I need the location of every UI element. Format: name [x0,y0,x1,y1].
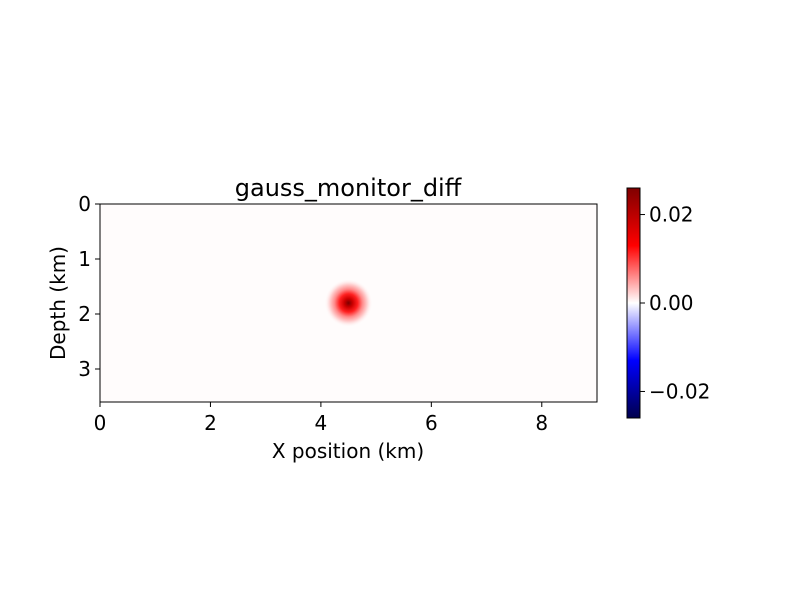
y-tick-label: 3 [78,357,91,381]
colorbar-tick-label: 0.00 [649,291,694,315]
plot-area [99,203,598,403]
x-axis-ticks: 0 2 4 6 8 [94,402,548,435]
colorbar-tick-label: 0.02 [649,203,694,227]
colorbar-tick-label: −0.02 [649,379,710,403]
x-tick-label: 8 [535,411,548,435]
x-axis-label: X position (km) [272,439,424,463]
colorbar-gradient [626,187,641,419]
plot-frame [99,203,598,403]
chart-title: gauss_monitor_diff [235,174,462,202]
y-tick-label: 0 [78,192,91,216]
colorbar-ticks: −0.02 0.00 0.02 [640,203,710,403]
y-axis-ticks: 0 1 2 3 [78,192,100,381]
x-tick-label: 4 [315,411,328,435]
y-tick-label: 2 [78,302,91,326]
x-tick-label: 6 [425,411,438,435]
x-tick-label: 2 [204,411,217,435]
x-tick-label: 0 [94,411,107,435]
gaussian-anomaly [324,279,373,327]
y-axis-label: Depth (km) [46,246,70,360]
colorbar: −0.02 0.00 0.02 [626,187,710,419]
y-tick-label: 1 [78,247,91,271]
